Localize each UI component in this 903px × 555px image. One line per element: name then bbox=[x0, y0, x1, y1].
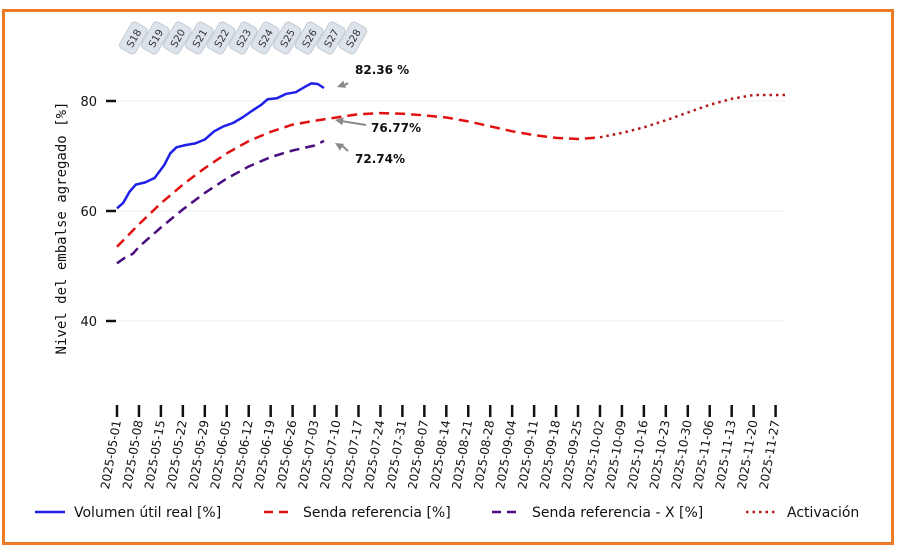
week-badge-bg bbox=[119, 21, 148, 55]
x-tick-label-0: 2025-05-01 bbox=[98, 419, 124, 490]
legend-label-1: Senda referencia [%] bbox=[303, 505, 451, 521]
annotation-label-0: 82.36 % bbox=[355, 63, 409, 77]
week-badge-bg bbox=[338, 21, 368, 55]
chart-frame bbox=[2, 9, 894, 545]
series-line-3 bbox=[599, 93, 785, 139]
x-tick-label-28: 2025-11-13 bbox=[713, 419, 739, 490]
x-tick-label-14: 2025-08-07 bbox=[405, 419, 431, 490]
annotation-arrow-1 bbox=[340, 120, 367, 126]
week-badge-S20: S20 bbox=[162, 21, 192, 55]
y-tick-label-80: 80 bbox=[80, 95, 97, 110]
annotation-label-2: 72.74% bbox=[355, 152, 405, 166]
week-badge-bg bbox=[272, 21, 302, 55]
x-tick-label-4: 2025-05-29 bbox=[186, 419, 212, 490]
annotation-label-1: 76.77% bbox=[371, 121, 421, 135]
x-tick-label-3: 2025-05-22 bbox=[164, 419, 190, 490]
x-tick-label-22: 2025-10-02 bbox=[581, 419, 607, 490]
x-tick-label-7: 2025-06-19 bbox=[252, 419, 278, 490]
x-tick-label-13: 2025-07-31 bbox=[383, 419, 409, 490]
x-tick-label-25: 2025-10-23 bbox=[647, 419, 673, 490]
x-tick-label-1: 2025-05-08 bbox=[120, 419, 146, 490]
x-tick-label-21: 2025-09-25 bbox=[559, 419, 585, 490]
week-badge-bg bbox=[316, 21, 346, 55]
week-badge-S18: S18 bbox=[119, 21, 148, 55]
legend-label-3: Activación bbox=[787, 505, 859, 521]
week-badge-S22: S22 bbox=[206, 21, 236, 55]
week-badge-bg bbox=[141, 21, 170, 55]
x-tick-label-6: 2025-06-12 bbox=[230, 419, 256, 490]
x-tick-label-18: 2025-09-04 bbox=[493, 419, 519, 490]
x-tick-label-11: 2025-07-17 bbox=[340, 419, 366, 490]
week-badge-S21: S21 bbox=[184, 21, 214, 55]
x-tick-label-20: 2025-09-18 bbox=[537, 419, 563, 490]
annotation-arrowhead-1 bbox=[335, 117, 344, 126]
x-tick-label-30: 2025-11-27 bbox=[757, 419, 783, 490]
x-tick-label-15: 2025-08-14 bbox=[427, 419, 453, 490]
legend-label-0: Volumen útil real [%] bbox=[74, 505, 221, 521]
x-tick-label-5: 2025-06-05 bbox=[208, 419, 234, 490]
x-tick-label-29: 2025-11-20 bbox=[735, 419, 761, 490]
week-badge-bg bbox=[250, 21, 280, 55]
week-badge-S19: S19 bbox=[141, 21, 170, 55]
annotation-arrowhead-2 bbox=[335, 143, 344, 151]
x-tick-label-26: 2025-10-30 bbox=[669, 419, 695, 490]
series-line-2 bbox=[116, 139, 325, 265]
x-tick-label-17: 2025-08-28 bbox=[471, 419, 497, 490]
x-tick-label-10: 2025-07-10 bbox=[318, 419, 344, 490]
x-tick-label-2: 2025-05-15 bbox=[142, 419, 168, 490]
y-axis-label: Nivel del embalse agregado [%] bbox=[54, 102, 70, 355]
x-tick-label-16: 2025-08-21 bbox=[449, 419, 475, 490]
x-tick-label-19: 2025-09-11 bbox=[515, 419, 541, 490]
series-line-1 bbox=[116, 111, 601, 248]
week-badge-bg bbox=[162, 21, 192, 55]
series-line-0 bbox=[116, 82, 325, 210]
week-badge-bg bbox=[206, 21, 236, 55]
week-badge-S25: S25 bbox=[272, 21, 302, 55]
week-badge-S28: S28 bbox=[338, 21, 368, 55]
x-tick-label-24: 2025-10-16 bbox=[625, 419, 651, 490]
week-badge-S26: S26 bbox=[294, 21, 324, 55]
week-badge-bg bbox=[228, 21, 258, 55]
week-badge-S27: S27 bbox=[316, 21, 346, 55]
y-tick-label-40: 40 bbox=[80, 315, 97, 330]
week-badge-bg bbox=[184, 21, 214, 55]
week-badge-S24: S24 bbox=[250, 21, 280, 55]
x-tick-label-23: 2025-10-09 bbox=[603, 419, 629, 490]
legend-label-2: Senda referencia - X [%] bbox=[532, 505, 703, 521]
week-badge-S23: S23 bbox=[228, 21, 258, 55]
x-tick-label-8: 2025-06-26 bbox=[274, 419, 300, 490]
week-badge-bg bbox=[294, 21, 324, 55]
annotation-arrowhead-0 bbox=[337, 80, 346, 88]
x-tick-label-9: 2025-07-03 bbox=[296, 419, 322, 490]
x-tick-label-12: 2025-07-24 bbox=[361, 419, 387, 490]
y-tick-label-60: 60 bbox=[80, 205, 97, 220]
x-tick-label-27: 2025-11-06 bbox=[691, 419, 717, 490]
